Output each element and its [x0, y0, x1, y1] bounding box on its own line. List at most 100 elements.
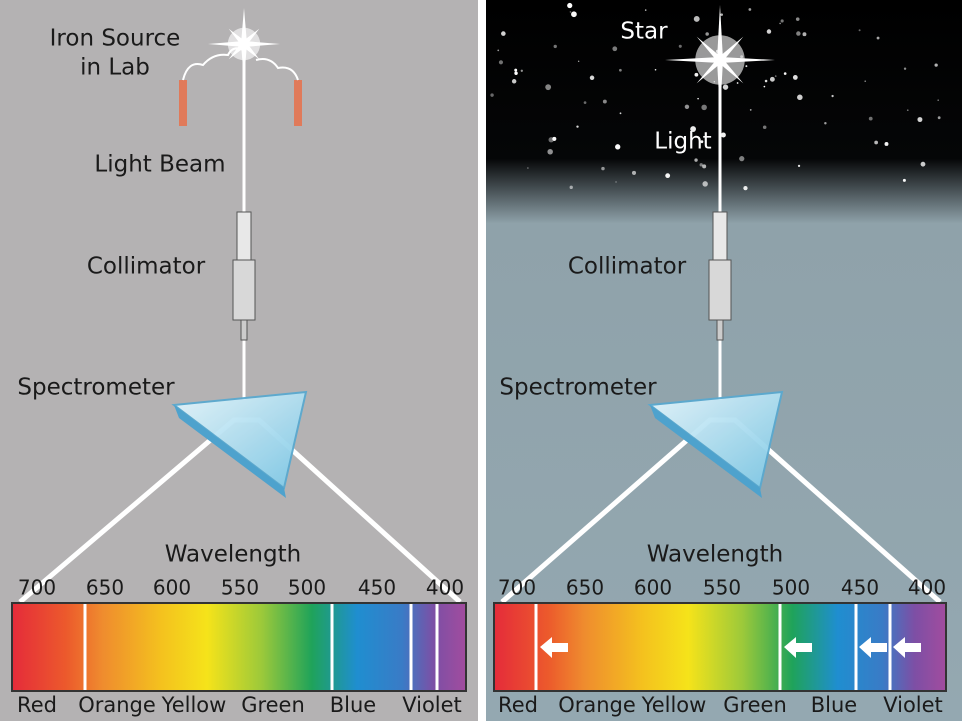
star-dot	[795, 17, 800, 21]
star-dot	[583, 101, 587, 104]
star-dot	[498, 60, 504, 65]
star-dot	[684, 104, 690, 110]
ray	[717, 57, 744, 84]
shift-arrow	[893, 637, 921, 658]
star-dot	[497, 49, 500, 52]
color-label: Yellow	[641, 693, 707, 717]
color-label: Green	[241, 693, 305, 717]
tick-label: 650	[86, 576, 124, 600]
star-dot	[514, 68, 518, 72]
source-label: in Lab	[80, 55, 150, 81]
beam-label: Light Beam	[94, 152, 225, 178]
star-dot	[763, 85, 766, 88]
electrode	[179, 80, 187, 126]
star-dot	[720, 13, 723, 16]
star-dot	[690, 126, 697, 132]
star-dot	[769, 76, 775, 82]
star-dot	[937, 99, 939, 101]
star-dot	[876, 36, 880, 40]
ray	[719, 57, 775, 63]
electrode	[294, 80, 302, 126]
star-dot	[743, 186, 748, 191]
shift-arrow	[784, 637, 812, 658]
ray	[241, 8, 247, 45]
star-dot	[665, 173, 671, 179]
star-dot	[694, 72, 699, 77]
collimator-label: Collimator	[87, 254, 206, 280]
light-label: Light	[654, 129, 711, 155]
star-dot	[884, 141, 889, 146]
tick-label: 500	[288, 576, 326, 600]
star-dot	[906, 109, 909, 111]
star-dot	[749, 109, 752, 111]
right-apparatus: 700 650 600 550 500 450 400 Red Orange Yellow Gree…	[493, 5, 947, 717]
collimator	[716, 319, 724, 341]
star-dot	[917, 117, 923, 123]
star-dot	[615, 181, 617, 183]
tick-label: 450	[358, 576, 396, 600]
ray	[241, 28, 260, 47]
star-dot	[796, 31, 801, 36]
star-dot	[571, 11, 577, 18]
star-dot	[864, 80, 867, 83]
star-dot	[868, 116, 873, 121]
star-dot	[514, 71, 518, 75]
star-dot	[902, 178, 906, 182]
star-dot	[569, 185, 573, 190]
star-dot	[797, 164, 801, 168]
color-label: Red	[498, 693, 538, 717]
tick-label: 600	[634, 576, 672, 600]
star-dot	[615, 144, 621, 150]
collimator	[236, 211, 252, 263]
star-dot	[576, 125, 579, 128]
star-dot	[874, 140, 879, 145]
star-dot	[722, 84, 729, 90]
shift-arrow	[540, 637, 568, 658]
source-label: Iron Source	[50, 26, 181, 52]
left-apparatus: 700 650 600 550 500 450 400 Red Orange Yellow Gree…	[11, 8, 467, 717]
star-dot	[644, 9, 647, 11]
star-dot	[654, 68, 657, 71]
star-dot	[748, 8, 752, 11]
star-label: Star	[620, 19, 668, 45]
star-dot	[693, 16, 700, 22]
star-dot	[739, 156, 745, 162]
star-dot	[774, 75, 777, 77]
star-dot	[501, 31, 506, 36]
star-dot	[831, 94, 834, 98]
collimator	[232, 259, 256, 321]
star-dot	[511, 79, 517, 84]
star-dot	[619, 68, 622, 72]
star-dot	[937, 116, 941, 120]
tick-label: 600	[153, 576, 191, 600]
shift-arrow	[859, 637, 887, 658]
star-dot	[701, 104, 707, 111]
star-dot	[802, 32, 807, 37]
star-dot	[699, 163, 703, 167]
star-dot	[553, 44, 557, 49]
ray	[717, 36, 744, 63]
star-dot	[569, 11, 572, 13]
ray	[717, 5, 723, 61]
star-dot	[702, 164, 707, 169]
star-dot	[702, 181, 708, 187]
color-label: Blue	[811, 693, 857, 717]
star-dot	[745, 65, 748, 68]
star-dot	[577, 60, 580, 62]
scale-title: Wavelength	[647, 542, 783, 568]
prism-edge	[174, 405, 286, 498]
star-dot	[589, 75, 595, 81]
tick-label: 650	[566, 576, 604, 600]
color-label: Orange	[558, 693, 636, 717]
star-dot	[631, 170, 637, 175]
color-label: Yellow	[161, 693, 227, 717]
star-dot	[783, 72, 787, 75]
spectrometer-label: Spectrometer	[499, 375, 657, 401]
star-dot	[619, 112, 622, 115]
star-dot	[797, 94, 803, 101]
tick-label: 400	[908, 576, 946, 600]
star-dot	[766, 29, 772, 34]
tick-label: 450	[841, 576, 879, 600]
star-dot	[700, 140, 704, 144]
